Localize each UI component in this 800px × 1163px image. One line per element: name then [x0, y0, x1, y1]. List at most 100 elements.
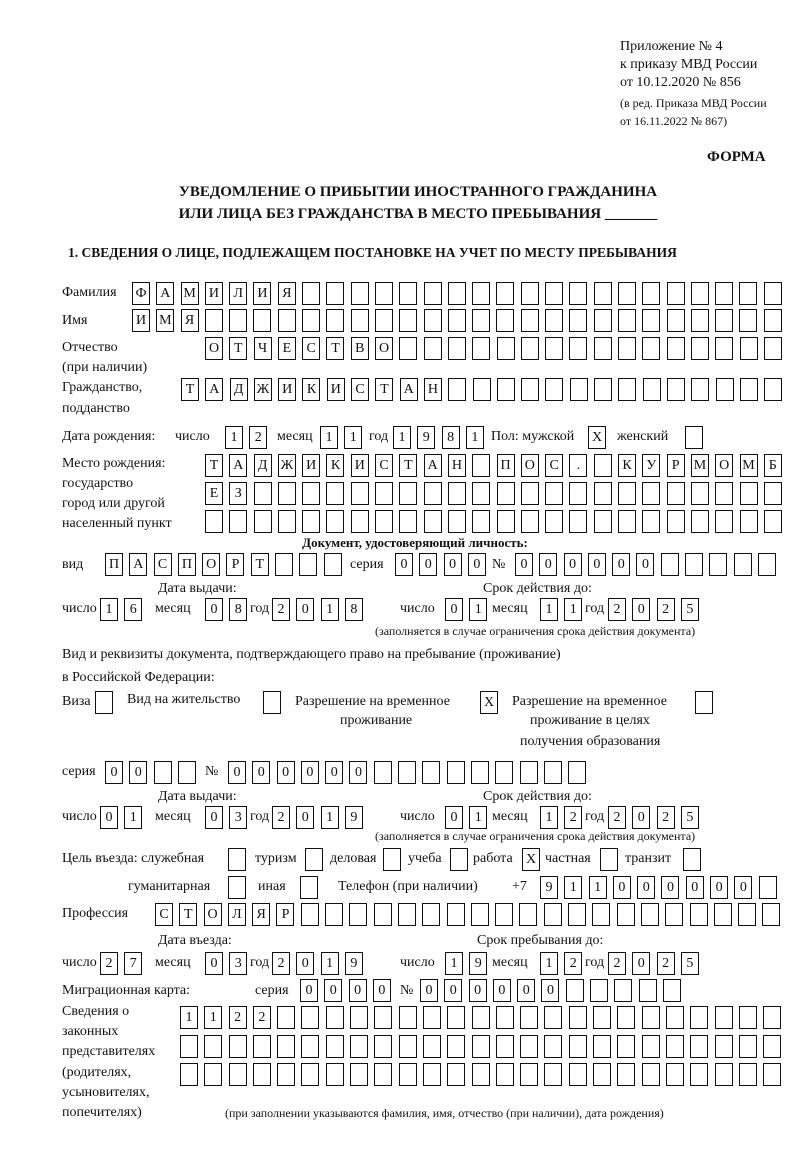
- char-box[interactable]: О: [715, 454, 734, 477]
- char-box[interactable]: [690, 510, 709, 533]
- char-box[interactable]: [733, 553, 752, 576]
- char-box[interactable]: [253, 510, 272, 533]
- char-box[interactable]: С: [153, 553, 172, 576]
- char-box[interactable]: 1: [124, 806, 143, 829]
- char-box[interactable]: Ф: [132, 282, 150, 305]
- char-box[interactable]: [496, 482, 515, 505]
- char-box[interactable]: 2: [608, 952, 626, 975]
- char-box[interactable]: Т: [205, 454, 223, 477]
- char-box[interactable]: 0: [372, 979, 391, 1002]
- char-box[interactable]: 0: [517, 979, 536, 1002]
- char-box[interactable]: [715, 510, 734, 533]
- char-box[interactable]: [472, 482, 491, 505]
- char-box[interactable]: [471, 1063, 490, 1086]
- char-box[interactable]: 0: [632, 806, 651, 829]
- char-box[interactable]: [326, 482, 345, 505]
- char-box[interactable]: [302, 282, 321, 305]
- char-box[interactable]: [593, 309, 612, 332]
- char-box[interactable]: [545, 337, 564, 360]
- char-box[interactable]: С: [375, 454, 394, 477]
- char-box[interactable]: 1: [469, 598, 488, 621]
- char-box[interactable]: [229, 510, 248, 533]
- char-box[interactable]: А: [205, 378, 224, 401]
- char-box[interactable]: [616, 903, 635, 926]
- char-box[interactable]: [569, 378, 588, 401]
- char-box[interactable]: П: [496, 454, 515, 477]
- char-box[interactable]: [326, 282, 345, 305]
- char-box[interactable]: [715, 309, 734, 332]
- purpose-study-checkbox[interactable]: [450, 848, 468, 871]
- char-box[interactable]: [397, 903, 416, 926]
- char-box[interactable]: [350, 282, 369, 305]
- purpose-tourism-checkbox[interactable]: [305, 848, 323, 871]
- char-box[interactable]: О: [203, 903, 222, 926]
- char-box[interactable]: [447, 482, 466, 505]
- char-box[interactable]: Н: [447, 454, 466, 477]
- char-box[interactable]: [302, 482, 321, 505]
- char-box[interactable]: З: [229, 482, 248, 505]
- visa-checkbox[interactable]: [95, 691, 113, 714]
- char-box[interactable]: [543, 903, 562, 926]
- char-box[interactable]: [374, 1063, 393, 1086]
- char-box[interactable]: [470, 903, 489, 926]
- char-box[interactable]: [350, 510, 369, 533]
- char-box[interactable]: [691, 378, 710, 401]
- char-box[interactable]: [520, 510, 539, 533]
- char-box[interactable]: И: [132, 309, 150, 332]
- char-box[interactable]: [660, 553, 679, 576]
- char-box[interactable]: [423, 309, 442, 332]
- edu-residence-checkbox[interactable]: [695, 691, 713, 714]
- char-box[interactable]: 0: [445, 598, 463, 621]
- char-box[interactable]: [690, 309, 709, 332]
- char-box[interactable]: И: [278, 378, 297, 401]
- char-box[interactable]: 2: [272, 806, 290, 829]
- char-box[interactable]: 7: [124, 952, 143, 975]
- char-box[interactable]: [593, 337, 612, 360]
- char-box[interactable]: 0: [296, 806, 315, 829]
- char-box[interactable]: 0: [734, 876, 753, 899]
- char-box[interactable]: [738, 1035, 757, 1058]
- char-box[interactable]: Л: [229, 282, 248, 305]
- char-box[interactable]: Л: [227, 903, 246, 926]
- char-box[interactable]: [642, 482, 661, 505]
- char-box[interactable]: Е: [277, 337, 296, 360]
- char-box[interactable]: [422, 903, 441, 926]
- char-box[interactable]: Я: [277, 282, 296, 305]
- char-box[interactable]: [204, 1035, 223, 1058]
- char-box[interactable]: [739, 282, 758, 305]
- char-box[interactable]: [714, 1063, 733, 1086]
- char-box[interactable]: [594, 378, 613, 401]
- char-box[interactable]: [690, 282, 709, 305]
- char-box[interactable]: А: [129, 553, 148, 576]
- char-box[interactable]: Ч: [253, 337, 272, 360]
- char-box[interactable]: [275, 553, 294, 576]
- char-box[interactable]: [399, 482, 418, 505]
- char-box[interactable]: [229, 309, 248, 332]
- char-box[interactable]: К: [302, 378, 321, 401]
- char-box[interactable]: [300, 876, 318, 899]
- char-box[interactable]: [618, 378, 637, 401]
- char-box[interactable]: [641, 1006, 660, 1029]
- char-box[interactable]: [665, 903, 684, 926]
- reps-field-2[interactable]: [180, 1035, 782, 1058]
- char-box[interactable]: [763, 1006, 782, 1029]
- char-box[interactable]: [764, 378, 783, 401]
- char-box[interactable]: [593, 1006, 612, 1029]
- char-box[interactable]: [690, 1035, 709, 1058]
- char-box[interactable]: 0: [228, 761, 246, 784]
- char-box[interactable]: [399, 309, 418, 332]
- char-box[interactable]: [325, 1063, 344, 1086]
- char-box[interactable]: А: [423, 454, 442, 477]
- char-box[interactable]: [545, 510, 564, 533]
- purpose-other-checkbox[interactable]: [300, 876, 318, 899]
- char-box[interactable]: [495, 1006, 514, 1029]
- char-box[interactable]: [325, 903, 344, 926]
